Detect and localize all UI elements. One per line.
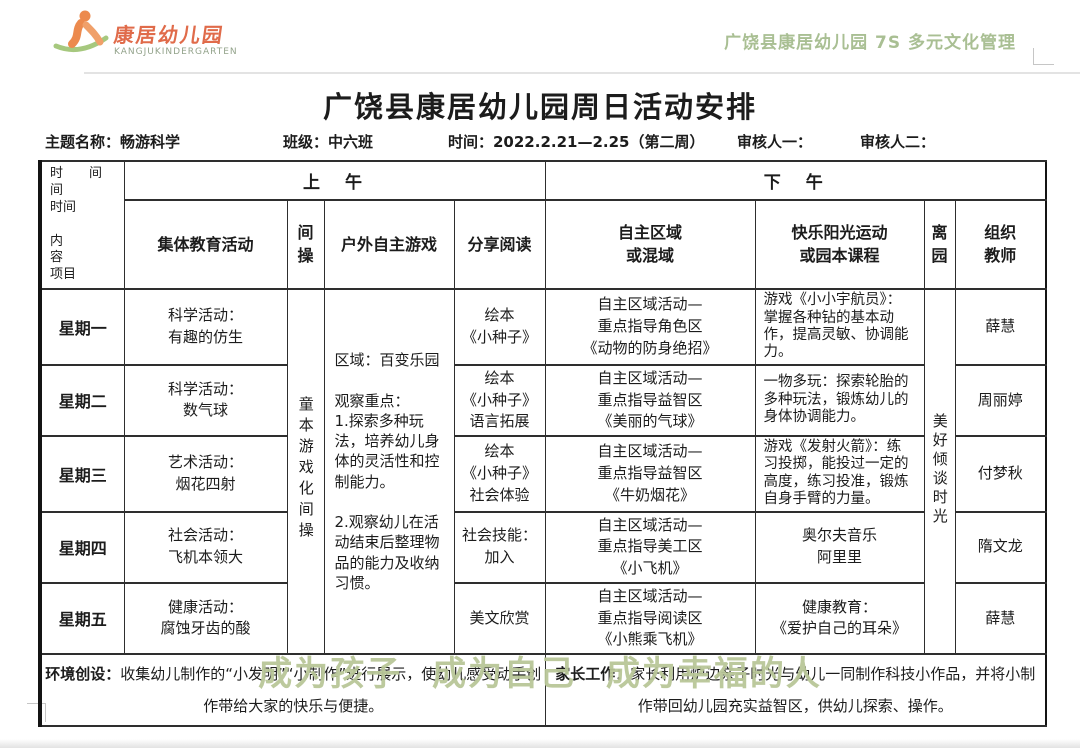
outdoor-play-span-cell: 区域：百变乐园 观察重点： 1.探索多种玩法，培养幼儿身体的灵活性和控制能力。 … <box>323 288 455 656</box>
sunshine-sports-cell: 健康教育： 《爱护自己的耳朵》 <box>754 581 925 656</box>
group-activity-cell: 社会活动： 飞机本领大 <box>123 510 288 584</box>
schedule-row-thursday: 星期四 社会活动： 飞机本领大 社会技能： 加入 自主区域活动— 重点指导美工区… <box>39 510 1047 584</box>
meta-reviewer2: 审核人二： <box>860 133 936 151</box>
header-morning: 上 午 <box>123 160 546 201</box>
schedule-row-wednesday: 星期三 艺术活动： 烟花四射 绘本 《小种子》 社会体验 自主区域活动— 重点指… <box>39 435 1047 513</box>
meta-time: 时间：2022.2.21—2.25（第二周） <box>448 133 705 151</box>
meta-class: 班级：中六班 <box>283 133 374 151</box>
interlude-span-cell: 童本游戏化间操 <box>286 288 325 656</box>
sunshine-sports-cell: 游戏《小小宇航员》：掌握各种钻的基本动作，提高灵敏、协调能力。 <box>754 288 925 366</box>
environment-setup-text: 收集幼儿制作的“小发明”“小制作”进行展示，使幼儿感受动手创作带给大家的快乐与便… <box>120 664 542 716</box>
shared-reading-cell: 美文欣赏 <box>453 581 546 656</box>
shared-reading-cell: 社会技能： 加入 <box>453 510 546 584</box>
group-activity-cell: 科学活动： 有趣的仿生 <box>123 288 288 366</box>
teacher-cell: 付梦秋 <box>954 435 1047 513</box>
day-label: 星期三 <box>39 435 125 513</box>
corner-cell: 时 间 间 时间 内 容 项目 <box>39 159 125 291</box>
shared-reading-cell: 绘本 《小种子》 社会体验 <box>453 435 546 513</box>
schedule-row-monday: 星期一 科学活动： 有趣的仿生 童本游戏化间操 区域：百变乐园 观察重点： 1.… <box>39 288 1047 656</box>
meta-reviewer1: 审核人一： <box>737 133 813 151</box>
free-zone-cell: 自主区域活动— 重点指导益智区 《美丽的气球》 <box>544 363 756 438</box>
logo-text-cn: 康居幼儿园 <box>112 22 226 47</box>
schedule-row-friday: 星期五 健康活动： 腐蚀牙齿的酸 美文欣赏 自主区域活动— 重点指导阅读区 《小… <box>39 581 1047 656</box>
environment-setup-cell: 环境创设：收集幼儿制作的“小发明”“小制作”进行展示，使幼儿感受动手创作带给大家… <box>39 653 546 728</box>
parent-work-text: 家长利用炉边亲子时光与幼儿一同制作科技小作品，并将小制作带回幼儿园充实益智区，供… <box>630 664 1036 716</box>
management-slogan: 广饶县康居幼儿园 7S 多元文化管理 <box>724 33 1016 53</box>
text-boundary-mark-top-right <box>1033 48 1054 65</box>
header-group-activity: 集体教育活动 <box>123 198 288 291</box>
day-label: 星期四 <box>39 510 125 584</box>
schedule-row-tuesday: 星期二 科学活动： 数气球 绘本 《小种子》 语言拓展 自主区域活动— 重点指导… <box>39 363 1047 438</box>
group-activity-cell: 健康活动： 腐蚀牙齿的酸 <box>123 581 288 656</box>
motto-watermark: 成为孩子 成为自己 成为幸福的人 <box>258 654 822 694</box>
free-zone-cell: 自主区域活动— 重点指导阅读区 《小熊乘飞机》 <box>544 581 756 656</box>
header-sunshine-sports: 快乐阳光运动 或园本课程 <box>754 198 925 291</box>
header-divider <box>84 72 1080 74</box>
free-zone-cell: 自主区域活动— 重点指导益智区 《牛奶烟花》 <box>544 435 756 513</box>
weekly-schedule-table: 时 间 间 时间 内 容 项目 上 午 下 午 集体教育活动 间 操 户外自主游… <box>38 159 1047 728</box>
environment-setup-label: 环境创设： <box>45 664 121 683</box>
logo-text-en: KANGJUKINDERGARTEN <box>114 46 238 57</box>
header-shared-reading: 分享阅读 <box>453 198 546 291</box>
kindergarten-logo: 康居幼儿园 KANGJUKINDERGARTEN <box>52 8 238 64</box>
teacher-cell: 周丽婷 <box>954 363 1047 438</box>
header-interlude: 间 操 <box>286 198 325 291</box>
day-label: 星期五 <box>39 581 125 656</box>
teacher-cell: 薛慧 <box>954 288 1047 366</box>
free-zone-cell: 自主区域活动— 重点指导美工区 《小飞机》 <box>544 510 756 584</box>
free-zone-cell: 自主区域活动— 重点指导角色区 《动物的防身绝招》 <box>544 288 756 366</box>
departure-span-cell: 美好倾谈时光 <box>923 288 956 656</box>
page-title: 广饶县康居幼儿园周日活动安排 <box>322 90 757 124</box>
day-label: 星期一 <box>39 288 125 366</box>
sunshine-sports-cell: 游戏《发射火箭》：练习投掷，能投过一定的高度，练习投准，锻炼自身手臂的力量。 <box>754 435 925 513</box>
group-activity-cell: 艺术活动： 烟花四射 <box>123 435 288 513</box>
teacher-cell: 薛慧 <box>954 581 1047 656</box>
shared-reading-cell: 绘本 《小种子》 <box>453 288 546 366</box>
parent-work-label: 家长工作： <box>555 664 631 683</box>
logo-figure-icon <box>52 8 110 64</box>
meta-row: 主题名称：畅游科学 班级：中六班 时间：2022.2.21—2.25（第二周） … <box>0 131 1080 157</box>
parent-work-cell: 家长工作：家长利用炉边亲子时光与幼儿一同制作科技小作品，并将小制作带回幼儿园充实… <box>544 653 1047 728</box>
page-bottom-edge <box>0 739 1080 748</box>
header-departure: 离 园 <box>923 198 956 291</box>
meta-theme: 主题名称：畅游科学 <box>45 133 181 151</box>
header-outdoor-play: 户外自主游戏 <box>323 198 455 291</box>
day-label: 星期二 <box>39 363 125 438</box>
sunshine-sports-cell: 奥尔夫音乐 阿里里 <box>754 510 925 584</box>
shared-reading-cell: 绘本 《小种子》 语言拓展 <box>453 363 546 438</box>
group-activity-cell: 科学活动： 数气球 <box>123 363 288 438</box>
header-afternoon: 下 午 <box>544 160 1047 201</box>
teacher-cell: 隋文龙 <box>954 510 1047 584</box>
header-teacher: 组织 教师 <box>954 198 1047 291</box>
header-free-zone: 自主区域 或混域 <box>544 198 756 291</box>
sunshine-sports-cell: 一物多玩：探索轮胎的多种玩法，锻炼幼儿的身体协调能力。 <box>754 363 925 438</box>
